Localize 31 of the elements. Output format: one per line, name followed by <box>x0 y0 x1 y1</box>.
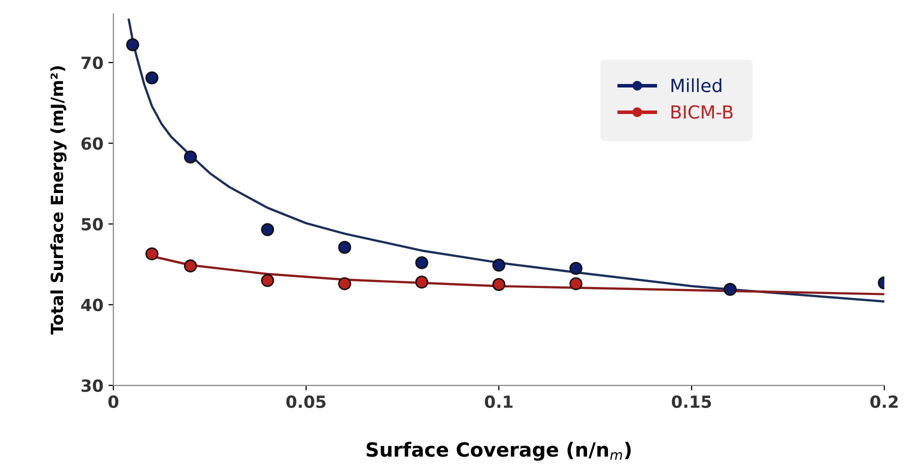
point <box>126 38 140 52</box>
point <box>569 277 582 290</box>
legend-label: Milled <box>672 78 722 92</box>
y-tick-label: 40 <box>81 298 103 312</box>
point <box>261 274 274 287</box>
point <box>724 282 737 296</box>
x-axis-title: Surface Coverage (n/n$_{m}$) <box>366 442 631 461</box>
y-tick-label: 50 <box>82 218 103 231</box>
y-axis-title: Total Surface Energy (mJ/m²) <box>50 66 67 335</box>
line-series <box>128 18 884 303</box>
y-tick-label: 70 <box>82 56 103 70</box>
point <box>415 256 428 270</box>
point <box>261 223 274 236</box>
point <box>492 258 506 272</box>
y-tick-label: 30 <box>82 379 103 392</box>
x-tick-label: 0.2 <box>870 395 898 408</box>
x-tick-label: 0.15 <box>672 395 711 408</box>
legend-label: BICM-B <box>672 105 733 119</box>
point <box>184 259 197 272</box>
x-tick-label: 0.1 <box>484 395 512 408</box>
point <box>338 240 352 254</box>
point <box>145 71 158 84</box>
y-tick-label: 60 <box>81 137 103 150</box>
point <box>184 150 197 164</box>
x-tick-label: 0.05 <box>286 395 326 408</box>
x-tick-label: 0 <box>108 395 118 408</box>
point <box>415 276 428 289</box>
point <box>569 262 582 275</box>
point <box>492 278 506 292</box>
point <box>145 247 158 260</box>
point <box>338 277 352 290</box>
